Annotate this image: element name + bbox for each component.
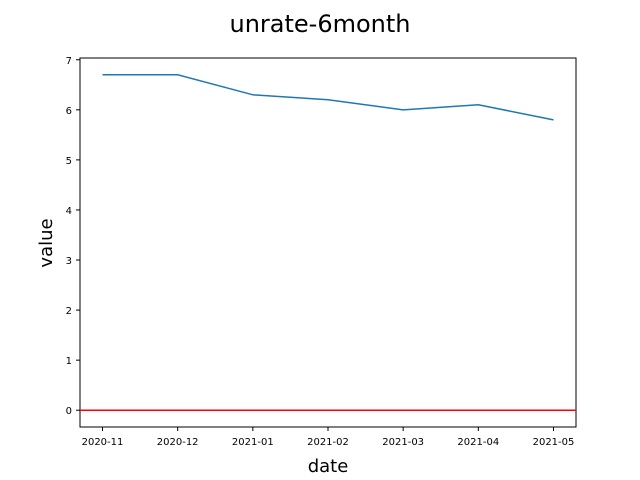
x-tick-label: 2020-12 [157, 437, 199, 448]
x-tick-label: 2021-04 [457, 437, 499, 448]
y-tick-label: 4 [66, 206, 72, 217]
y-axis-label: value [36, 218, 57, 267]
x-tick-label: 2020-11 [82, 437, 124, 448]
y-tick-label: 5 [66, 156, 72, 167]
y-tick-label: 1 [66, 356, 72, 367]
y-tick-label: 6 [66, 106, 72, 117]
chart-title: unrate-6month [230, 10, 411, 38]
series-line [102, 74, 554, 121]
x-tick-label: 2021-01 [232, 437, 274, 448]
x-tick-label: 2021-03 [382, 437, 424, 448]
x-tick-label: 2021-02 [307, 437, 349, 448]
y-tick-label: 3 [66, 256, 72, 267]
y-tick-label: 7 [66, 56, 72, 67]
y-tick-label: 2 [66, 306, 72, 317]
plot-area [79, 57, 577, 428]
x-axis: 2020-11 2020-12 2021-01 2021-02 2021-03 2021-… [82, 427, 575, 448]
y-axis: 0 1 2 3 4 5 6 7 [66, 56, 80, 417]
x-axis-label: date [308, 456, 349, 477]
x-tick-label: 2021-05 [533, 437, 575, 448]
y-tick-label: 0 [66, 406, 72, 417]
